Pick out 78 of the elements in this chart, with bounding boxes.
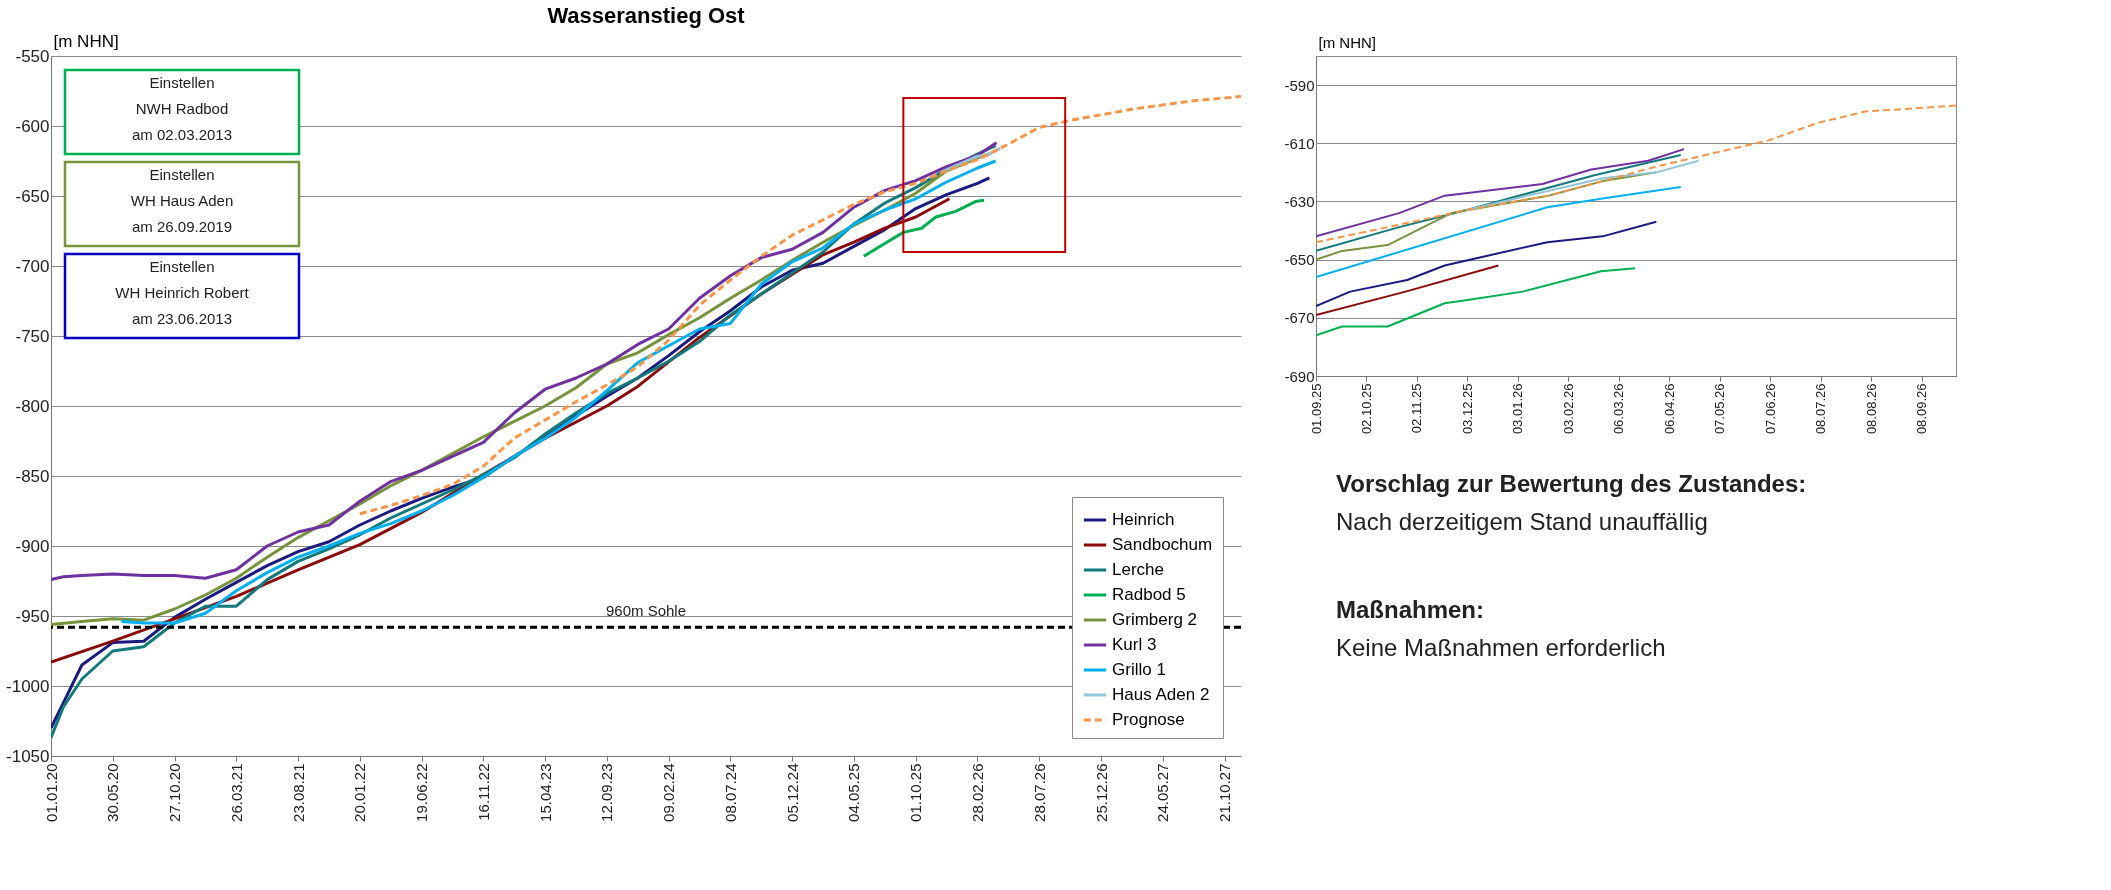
text: Maßnahmen: — [1336, 596, 1485, 623]
y-tick-label: -550 — [15, 46, 50, 66]
x-tick-label: 07.06.26 — [1762, 383, 1778, 435]
x-tick-label: 08.07.26 — [1813, 383, 1829, 435]
x-tick-label: 01.10.25 — [907, 763, 925, 822]
legend-label: Heinrich — [1112, 510, 1175, 529]
x-tick-label: 27.10.20 — [166, 763, 184, 822]
legend-label: Radbod 5 — [1112, 585, 1186, 604]
y-tick-label: -750 — [15, 326, 50, 346]
y-axis-title: [m NHN] — [1318, 33, 1376, 51]
x-tick-label: 15.04.23 — [536, 763, 554, 822]
x-tick-label: 02.10.25 — [1358, 383, 1374, 435]
line-series — [1316, 267, 1637, 337]
x-tick-label: 08.09.26 — [1914, 383, 1930, 435]
x-tick-label: 24.05.27 — [1154, 763, 1172, 822]
line-series — [1316, 171, 1658, 261]
text: Nach derzeitigem Stand unauffällig — [1336, 508, 1708, 535]
y-tick-label: -690 — [1284, 367, 1315, 385]
text: Keine Maßnahmen erforderlich — [1336, 634, 1666, 661]
x-tick-label: 26.03.21 — [227, 763, 245, 822]
x-tick-label: 04.05.25 — [845, 763, 863, 822]
line-series — [1316, 153, 1682, 252]
x-tick-label: 30.05.20 — [104, 763, 122, 822]
y-tick-label: -950 — [15, 606, 50, 626]
x-tick-label: 01.09.25 — [1308, 383, 1324, 435]
y-tick-label: -600 — [15, 116, 50, 136]
legend-label: Prognose — [1112, 710, 1185, 729]
x-tick-label: 05.12.24 — [783, 763, 801, 822]
x-tick-label: 06.04.26 — [1661, 383, 1677, 435]
legend-label: Grillo 1 — [1112, 660, 1166, 679]
legend-label: Lerche — [1112, 560, 1164, 579]
y-tick-label: -800 — [15, 396, 50, 416]
annotation: Einstellen WH Haus Aden am 26.09.2019 — [130, 166, 234, 235]
x-tick-label: 09.02.24 — [660, 763, 678, 822]
x-tick-label: 20.01.22 — [351, 763, 369, 822]
y-tick-label: -900 — [15, 536, 50, 556]
y-tick-label: -610 — [1284, 134, 1315, 152]
x-tick-label: 01.01.20 — [42, 763, 60, 822]
line-series — [1316, 104, 1956, 244]
x-tick-label: 28.02.26 — [968, 763, 986, 822]
line-series — [1316, 220, 1658, 308]
text: Vorschlag zur Bewertung des Zustandes: — [1336, 470, 1807, 497]
x-tick-label: 21.10.27 — [1216, 763, 1234, 822]
x-tick-label: 02.11.25 — [1409, 383, 1425, 434]
x-tick-label: 03.01.26 — [1510, 383, 1526, 435]
annotation: Einstellen WH Heinrich Robert am 23.06.2013 — [115, 258, 250, 327]
y-tick-label: -850 — [15, 466, 50, 486]
annotation: Einstellen NWH Radbod am 02.03.2013 — [131, 74, 233, 143]
x-tick-label: 03.12.25 — [1459, 383, 1475, 435]
x-tick-label: 25.12.26 — [1092, 763, 1110, 822]
y-axis-title: [m NHN] — [53, 31, 119, 51]
x-tick-label: 03.02.26 — [1560, 383, 1576, 435]
y-tick-label: -700 — [15, 256, 50, 276]
ref-line-label: 960m Sohle — [605, 602, 687, 620]
legend-label: Sandbochum — [1112, 535, 1213, 554]
x-tick-label: 08.07.24 — [721, 763, 739, 822]
x-tick-label: 28.07.26 — [1030, 763, 1048, 822]
y-tick-label: -650 — [1284, 251, 1315, 269]
legend-label: Grimberg 2 — [1112, 610, 1198, 629]
x-tick-label: 16.11.22 — [474, 763, 492, 821]
x-tick-label: 07.05.26 — [1712, 383, 1728, 435]
x-tick-label: 19.06.22 — [413, 763, 431, 822]
x-tick-label: 06.03.26 — [1611, 383, 1627, 435]
y-tick-label: -650 — [15, 186, 50, 206]
line-series — [1464, 159, 1700, 212]
line-series — [1316, 185, 1682, 279]
legend-label: Kurl 3 — [1112, 635, 1157, 654]
legend-label: Haus Aden 2 — [1112, 685, 1210, 704]
line-series — [1316, 148, 1686, 238]
y-tick-label: -590 — [1284, 76, 1315, 94]
x-tick-label: 08.08.26 — [1863, 383, 1879, 435]
y-tick-label: -630 — [1284, 192, 1315, 210]
y-tick-label: -670 — [1284, 309, 1315, 327]
chart-title: Wasseranstieg Ost — [547, 3, 746, 28]
x-tick-label: 23.08.21 — [289, 763, 307, 822]
y-tick-label: -1000 — [6, 676, 50, 696]
line-series — [862, 198, 986, 258]
x-tick-label: 12.09.23 — [598, 763, 616, 822]
